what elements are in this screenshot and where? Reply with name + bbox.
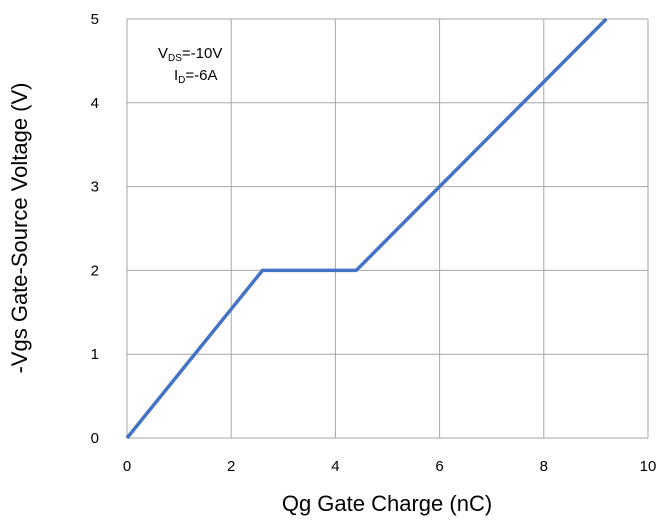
annotation-vds: VDS=-10V: [158, 45, 222, 64]
x-axis-title: Qg Gate Charge (nC): [282, 491, 492, 516]
grid: [126, 18, 649, 439]
series-line-0: [125, 17, 608, 440]
x-tick-label-3: 6: [435, 458, 443, 475]
y-tick-label-2: 2: [91, 262, 99, 279]
y-tick-label-0: 0: [91, 430, 99, 447]
y-tick-label-4: 4: [91, 95, 99, 112]
y-tick-label-1: 1: [91, 346, 99, 363]
x-tick-label-5: 10: [640, 458, 657, 475]
y-tick-labels: 0 1 2 3 4 5: [91, 11, 99, 447]
x-tick-label-2: 4: [331, 458, 339, 475]
x-tick-label-1: 2: [227, 458, 235, 475]
x-tick-label-0: 0: [123, 458, 131, 475]
x-tick-label-4: 8: [540, 458, 548, 475]
y-axis-title: -Vgs Gate-Source Voltage (V): [7, 82, 32, 373]
x-tick-labels: 0 2 4 6 8 10: [123, 458, 657, 475]
y-tick-label-3: 3: [91, 179, 99, 196]
series-group: [125, 17, 608, 440]
y-tick-label-5: 5: [91, 11, 99, 28]
annotation-id: ID=-6A: [174, 67, 218, 86]
